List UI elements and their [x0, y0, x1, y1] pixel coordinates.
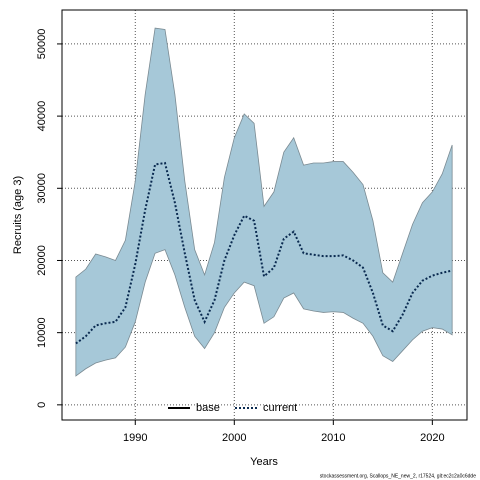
series-line	[75, 161, 453, 345]
x-tick-label: 1990	[123, 432, 147, 444]
y-tick-label: 40000	[36, 101, 48, 132]
y-tick-label: 0	[36, 402, 48, 408]
footer: stockassessment.org, Scallops_NE_new_2, …	[320, 473, 476, 479]
confidence-band	[75, 27, 453, 377]
y-tick-label: 10000	[36, 317, 48, 348]
x-axis-label: Years	[250, 456, 278, 468]
legend-label: current	[263, 402, 297, 414]
plot-frame	[61, 9, 468, 421]
y-tick-label: 50000	[36, 29, 48, 60]
y-tick-label: 20000	[36, 245, 48, 276]
x-tick-label: 2020	[420, 432, 444, 444]
x-tick-label: 2010	[321, 432, 345, 444]
y-tick-label: 30000	[36, 173, 48, 204]
y-axis-label: Recruits (age 3)	[12, 176, 24, 254]
x-tick-label: 2000	[222, 432, 246, 444]
legend-label: base	[196, 402, 220, 414]
